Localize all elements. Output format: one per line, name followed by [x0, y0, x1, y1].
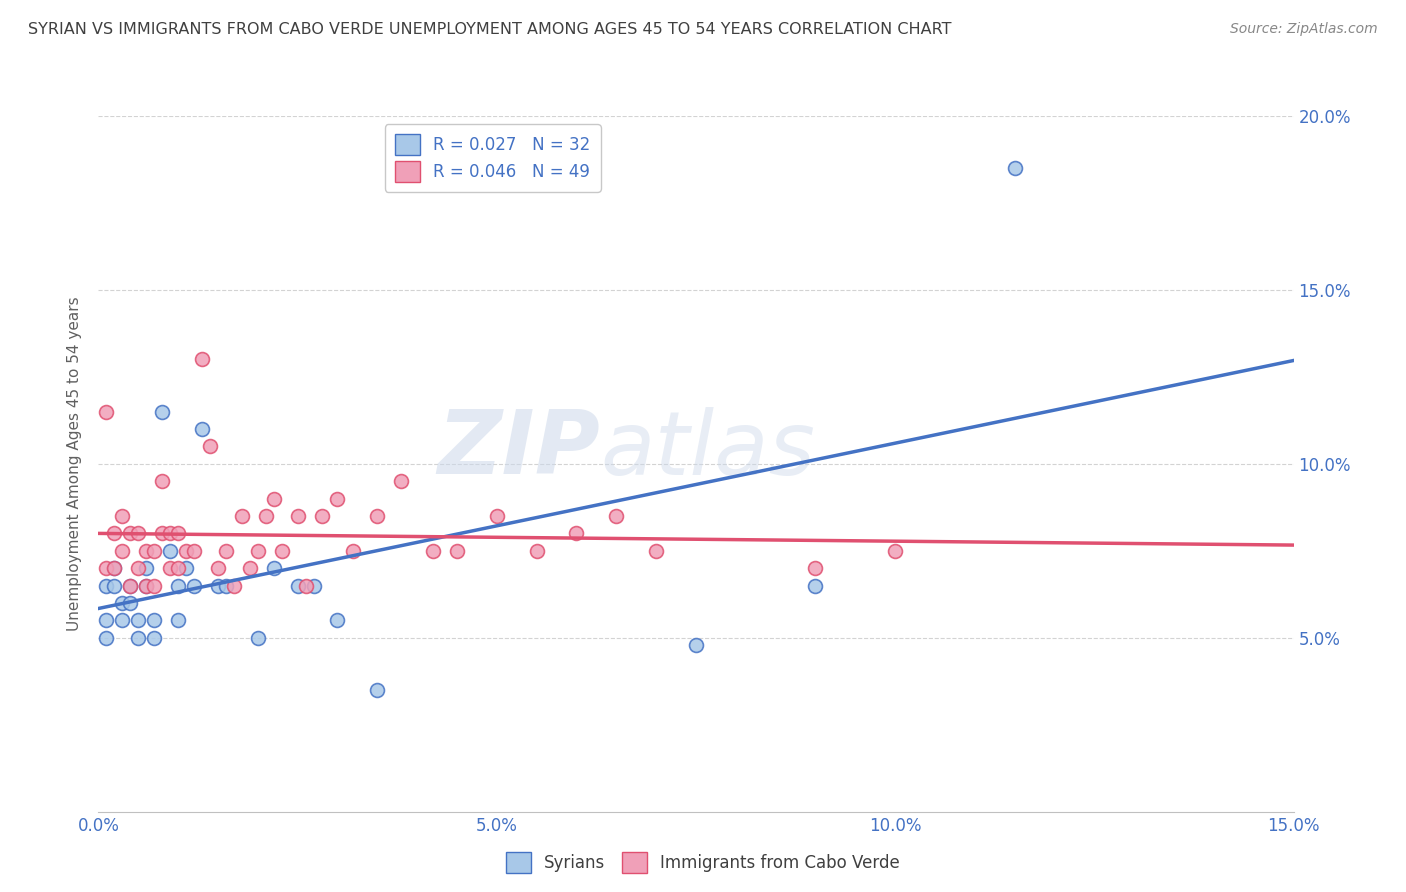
- Point: [198, 440, 221, 454]
- Point: [254, 508, 277, 523]
- Text: Source: ZipAtlas.com: Source: ZipAtlas.com: [1230, 22, 1378, 37]
- Y-axis label: Unemployment Among Ages 45 to 54 years: Unemployment Among Ages 45 to 54 years: [67, 296, 83, 632]
- Point: [103, 526, 125, 541]
- Point: [111, 508, 134, 523]
- Point: [167, 561, 190, 575]
- Point: [263, 491, 285, 506]
- Point: [111, 543, 134, 558]
- Point: [143, 543, 166, 558]
- Point: [111, 596, 134, 610]
- Point: [389, 474, 412, 488]
- Point: [120, 578, 142, 592]
- Text: SYRIAN VS IMMIGRANTS FROM CABO VERDE UNEMPLOYMENT AMONG AGES 45 TO 54 YEARS CORR: SYRIAN VS IMMIGRANTS FROM CABO VERDE UNE…: [28, 22, 952, 37]
- Point: [96, 631, 118, 645]
- Point: [422, 543, 444, 558]
- Point: [311, 508, 333, 523]
- Point: [159, 561, 181, 575]
- Point: [167, 526, 190, 541]
- Point: [183, 543, 205, 558]
- Point: [103, 561, 125, 575]
- Point: [366, 683, 388, 698]
- Point: [270, 543, 292, 558]
- Point: [120, 526, 142, 541]
- Point: [150, 474, 173, 488]
- Point: [191, 422, 214, 436]
- Point: [96, 578, 118, 592]
- Point: [222, 578, 245, 592]
- Point: [342, 543, 364, 558]
- Legend: R = 0.027   N = 32, R = 0.046   N = 49: R = 0.027 N = 32, R = 0.046 N = 49: [385, 124, 600, 192]
- Point: [159, 543, 181, 558]
- Point: [103, 561, 125, 575]
- Point: [174, 561, 197, 575]
- Point: [127, 526, 149, 541]
- Point: [326, 614, 349, 628]
- Point: [804, 561, 827, 575]
- Point: [446, 543, 468, 558]
- Point: [302, 578, 325, 592]
- Point: [120, 578, 142, 592]
- Point: [1004, 161, 1026, 176]
- Point: [804, 578, 827, 592]
- Point: [239, 561, 262, 575]
- Point: [366, 508, 388, 523]
- Point: [167, 578, 190, 592]
- Point: [143, 614, 166, 628]
- Point: [884, 543, 907, 558]
- Point: [485, 508, 508, 523]
- Point: [183, 578, 205, 592]
- Point: [526, 543, 548, 558]
- Point: [287, 508, 309, 523]
- Point: [96, 405, 118, 419]
- Point: [143, 631, 166, 645]
- Point: [127, 631, 149, 645]
- Text: ZIP: ZIP: [437, 407, 600, 493]
- Point: [294, 578, 316, 592]
- Point: [207, 578, 229, 592]
- Point: [167, 614, 190, 628]
- Point: [605, 508, 627, 523]
- Point: [645, 543, 668, 558]
- Point: [150, 526, 173, 541]
- Point: [246, 543, 269, 558]
- Point: [127, 614, 149, 628]
- Legend: Syrians, Immigrants from Cabo Verde: Syrians, Immigrants from Cabo Verde: [499, 846, 907, 880]
- Point: [135, 543, 157, 558]
- Point: [565, 526, 588, 541]
- Point: [111, 614, 134, 628]
- Point: [231, 508, 253, 523]
- Point: [287, 578, 309, 592]
- Point: [263, 561, 285, 575]
- Point: [150, 405, 173, 419]
- Point: [174, 543, 197, 558]
- Point: [246, 631, 269, 645]
- Point: [96, 614, 118, 628]
- Point: [127, 561, 149, 575]
- Point: [143, 578, 166, 592]
- Point: [215, 578, 238, 592]
- Point: [135, 578, 157, 592]
- Point: [159, 526, 181, 541]
- Text: atlas: atlas: [600, 407, 815, 493]
- Point: [135, 561, 157, 575]
- Point: [96, 561, 118, 575]
- Point: [191, 352, 214, 367]
- Point: [207, 561, 229, 575]
- Point: [120, 596, 142, 610]
- Point: [135, 578, 157, 592]
- Point: [685, 638, 707, 652]
- Point: [103, 578, 125, 592]
- Point: [326, 491, 349, 506]
- Point: [215, 543, 238, 558]
